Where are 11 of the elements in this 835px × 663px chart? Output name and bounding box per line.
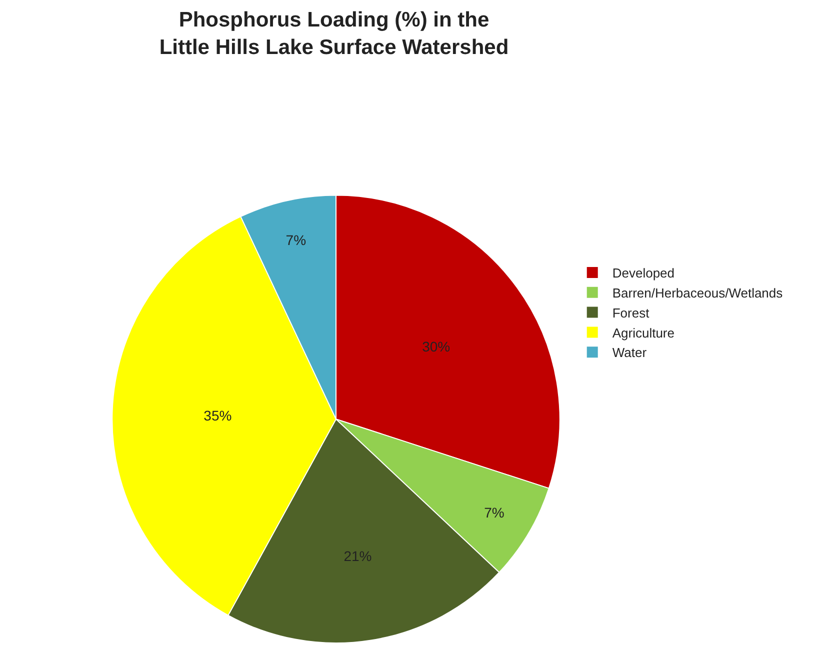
legend-label: Barren/Herbaceous/Wetlands xyxy=(612,285,784,300)
chart-title: Phosphorus Loading (%) in the Little Hills Lake Surface Watershed xyxy=(159,8,509,59)
data-label: 7% xyxy=(484,504,504,521)
data-label: 21% xyxy=(344,548,372,564)
legend-label: Forest xyxy=(612,305,650,320)
data-label: 35% xyxy=(204,407,232,424)
legend-label: Water xyxy=(612,345,648,360)
data-label: 7% xyxy=(286,232,306,248)
data-label: 30% xyxy=(422,338,450,354)
legend-label: Developed xyxy=(612,266,675,281)
legend-label: Agriculture xyxy=(612,325,674,340)
